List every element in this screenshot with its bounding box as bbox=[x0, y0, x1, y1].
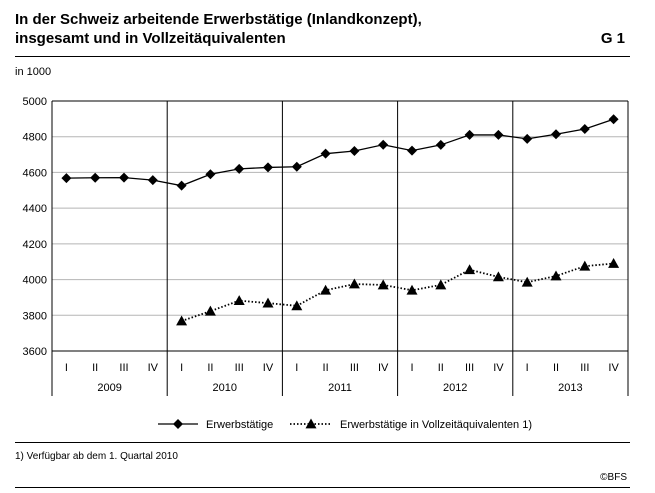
legend: Erwerbstätige Erwerbstätige in Vollzeitäq… bbox=[158, 418, 532, 431]
data-point-diamond bbox=[407, 145, 417, 156]
x-tick-label-quarter: II bbox=[438, 362, 444, 374]
data-point-triangle bbox=[233, 295, 245, 306]
data-point-diamond bbox=[435, 139, 446, 150]
x-tick-label-quarter: I bbox=[180, 362, 183, 374]
data-point-triangle bbox=[262, 297, 274, 308]
data-point-triangle bbox=[435, 279, 447, 290]
x-tick-label-quarter: I bbox=[295, 362, 298, 374]
data-point-diamond bbox=[61, 173, 72, 184]
x-tick-label-quarter: IV bbox=[148, 362, 159, 374]
x-tick-label-year: 2013 bbox=[558, 382, 582, 394]
y-tick-label: 4400 bbox=[23, 203, 47, 215]
data-point-diamond bbox=[608, 114, 619, 125]
x-tick-label-quarter: II bbox=[553, 362, 559, 374]
data-point-triangle bbox=[579, 260, 591, 271]
x-tick-label-quarter: III bbox=[580, 362, 589, 374]
y-tick-label: 3800 bbox=[23, 310, 47, 322]
x-tick-label-year: 2010 bbox=[213, 382, 237, 394]
y-tick-label: 3600 bbox=[23, 346, 47, 358]
data-point-diamond bbox=[291, 161, 302, 172]
data-point-triangle bbox=[176, 315, 188, 326]
x-tick-labels: I II III IV I II III IV I II III IV I II III IV I II III IV… bbox=[65, 362, 620, 394]
y-tick-label: 4200 bbox=[23, 239, 47, 251]
axes bbox=[51, 100, 629, 396]
data-point-diamond bbox=[147, 175, 158, 186]
data-point-triangle bbox=[492, 271, 504, 282]
x-tick-label-year: 2009 bbox=[97, 382, 121, 394]
footer-rule bbox=[15, 442, 630, 443]
x-tick-label-quarter: III bbox=[119, 362, 128, 374]
series-line-1 bbox=[66, 118, 614, 187]
x-tick-label-quarter: I bbox=[65, 362, 68, 374]
data-point-triangle bbox=[550, 270, 562, 281]
x-tick-label-quarter: III bbox=[350, 362, 359, 374]
data-point-triangle bbox=[464, 264, 476, 275]
unit-label: in 1000 bbox=[15, 66, 52, 78]
graphic-code: G 1 bbox=[600, 30, 625, 47]
data-point-diamond bbox=[263, 162, 273, 173]
data-point-diamond bbox=[119, 172, 129, 183]
header-rule bbox=[15, 56, 630, 57]
series-line-2 bbox=[181, 262, 614, 322]
y-tick-label: 4600 bbox=[23, 167, 47, 179]
data-point-diamond bbox=[464, 129, 475, 140]
chart-title-line-2: insgesamt und in Vollzeitäquivalenten bbox=[15, 30, 286, 47]
x-tick-label-quarter: II bbox=[323, 362, 329, 374]
legend-label-1: Erwerbstätige bbox=[206, 419, 273, 431]
chart-title: In der Schweiz arbeitende Erwerbstätige … bbox=[15, 10, 422, 48]
y-tick-label: 5000 bbox=[23, 96, 47, 108]
data-point-diamond bbox=[176, 180, 187, 191]
x-tick-label-quarter: IV bbox=[378, 362, 389, 374]
series-markers bbox=[61, 114, 620, 326]
data-point-diamond bbox=[579, 124, 590, 135]
x-tick-label-quarter: I bbox=[410, 362, 413, 374]
data-point-diamond bbox=[493, 129, 504, 140]
data-point-diamond bbox=[234, 163, 245, 174]
legend-label-2: Erwerbstätige in Vollzeitäquivalenten 1) bbox=[340, 419, 532, 431]
data-point-triangle bbox=[377, 279, 389, 290]
data-point-diamond bbox=[378, 139, 389, 150]
data-point-diamond bbox=[205, 169, 216, 180]
x-tick-label-quarter: IV bbox=[263, 362, 274, 374]
data-point-diamond bbox=[90, 172, 101, 183]
data-point-triangle bbox=[406, 284, 418, 295]
data-point-triangle bbox=[521, 276, 533, 287]
data-point-triangle bbox=[608, 258, 620, 268]
source-credit: ©BFS bbox=[600, 472, 627, 483]
data-point-diamond bbox=[522, 133, 533, 144]
grid-lines bbox=[52, 100, 628, 396]
x-tick-label-quarter: I bbox=[526, 362, 529, 374]
data-point-triangle bbox=[291, 300, 303, 311]
x-tick-label-quarter: III bbox=[235, 362, 244, 374]
data-point-diamond bbox=[349, 146, 360, 156]
data-point-triangle bbox=[204, 305, 216, 316]
bottom-rule bbox=[15, 487, 630, 488]
x-tick-label-quarter: IV bbox=[493, 362, 504, 374]
data-point-diamond bbox=[173, 419, 183, 429]
data-point-diamond bbox=[320, 148, 331, 159]
x-tick-label-year: 2012 bbox=[443, 382, 467, 394]
series-lines bbox=[66, 118, 614, 322]
y-tick-label: 4800 bbox=[23, 132, 47, 144]
chart-title-line-1: In der Schweiz arbeitende Erwerbstätige … bbox=[15, 11, 422, 28]
x-tick-label-year: 2011 bbox=[328, 382, 352, 394]
data-point-triangle bbox=[305, 418, 317, 429]
y-tick-label: 4000 bbox=[23, 275, 47, 287]
data-point-diamond bbox=[551, 129, 561, 140]
data-point-triangle bbox=[348, 278, 360, 289]
x-tick-label-quarter: III bbox=[465, 362, 474, 374]
x-tick-label-quarter: II bbox=[207, 362, 213, 374]
x-tick-label-quarter: IV bbox=[608, 362, 619, 374]
x-tick-label-quarter: II bbox=[92, 362, 98, 374]
data-point-triangle bbox=[320, 284, 332, 295]
y-tick-labels: 3600 3800 4000 4200 4400 4600 4800 5000 bbox=[23, 96, 47, 358]
footnote: 1) Verfügbar ab dem 1. Quartal 2010 bbox=[15, 451, 178, 462]
